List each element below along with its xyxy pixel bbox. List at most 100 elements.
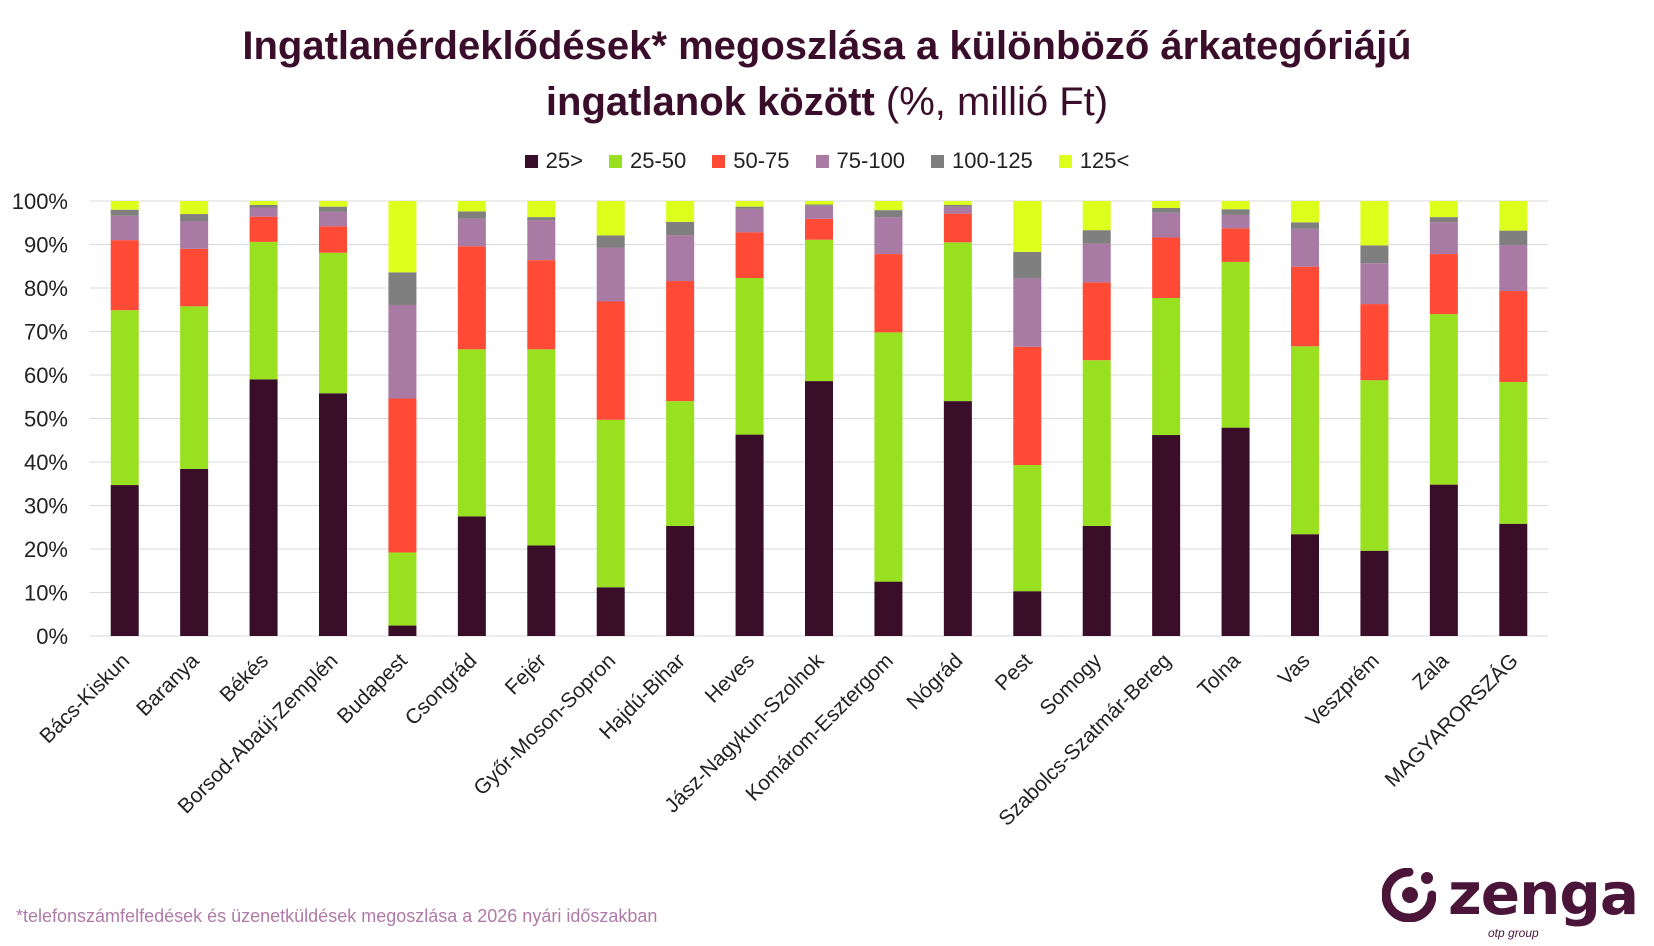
bar-segment	[457, 246, 486, 350]
bar-segment	[457, 218, 486, 247]
chart-title-line2-bold: ingatlanok között	[545, 80, 875, 124]
x-tick-label: Zala	[1408, 649, 1453, 694]
bar-segment	[1291, 534, 1319, 636]
bar-segment	[180, 214, 209, 222]
bar-segment	[1221, 261, 1250, 428]
x-tick-label: MAGYARORSZÁG	[1381, 649, 1523, 791]
bar-segment	[805, 201, 833, 205]
bar-segment	[1221, 427, 1250, 636]
bar-segment	[527, 349, 556, 546]
y-tick-label: 100%	[12, 189, 68, 214]
footnote: *telefonszámfelfedések és üzenetküldések…	[16, 906, 658, 926]
bar-segment	[1291, 346, 1319, 535]
bar-segment	[1429, 314, 1458, 485]
bar-segment	[457, 211, 486, 219]
chart-title: Ingatlanérdeklődések* megoszlása a külön…	[0, 18, 1654, 130]
bar-segment	[874, 254, 903, 333]
bar-segment	[1152, 207, 1181, 213]
bar-segment	[735, 206, 764, 209]
legend-swatch	[1058, 154, 1072, 168]
bar-segment	[388, 304, 417, 399]
x-tick-label: Somogy	[1036, 649, 1107, 720]
y-tick-label: 40%	[24, 450, 68, 475]
legend-swatch	[815, 154, 829, 168]
x-tick-label: Békés	[216, 649, 274, 707]
legend-label: 125<	[1079, 148, 1130, 173]
bar-segment	[319, 393, 347, 636]
bar-segment	[1499, 381, 1528, 524]
bar-segment	[1291, 266, 1319, 347]
bar-segment	[249, 201, 278, 205]
bar-segment	[1360, 263, 1389, 305]
bar-segment	[596, 201, 625, 236]
bar-segment	[1291, 222, 1319, 229]
zenga-logo-word: zenga	[1448, 860, 1639, 928]
bar-segment	[735, 434, 764, 636]
bar-segment	[180, 468, 209, 636]
legend-label: 75-100	[836, 148, 906, 173]
bar-segment	[110, 215, 139, 241]
bar-segment	[1360, 201, 1389, 246]
bar-segment	[735, 232, 764, 278]
bar-segment	[388, 625, 417, 636]
bar-segment	[1499, 201, 1528, 231]
y-tick-label: 90%	[24, 233, 68, 258]
legend-label: 25>	[545, 148, 583, 173]
bar-segment	[1499, 523, 1528, 636]
bar-segment	[1013, 201, 1042, 252]
x-tick-label: Pest	[991, 649, 1037, 695]
bar-segment	[388, 201, 417, 273]
chart-title-line1: Ingatlanérdeklődések* megoszlása a külön…	[242, 24, 1412, 68]
y-tick-label: 10%	[24, 581, 68, 606]
y-tick-label: 70%	[24, 320, 68, 345]
bar-segment	[874, 210, 903, 218]
bar-segment	[1013, 278, 1042, 347]
bar-segment	[1082, 282, 1111, 361]
legend-item: 75-100	[815, 148, 906, 174]
bar-segment	[874, 581, 903, 636]
zenga-logo-mark-icon	[1382, 868, 1436, 922]
bar-segment	[596, 419, 625, 588]
bar-segment	[666, 525, 695, 636]
bar-segment	[249, 204, 278, 208]
bar-segment	[319, 226, 347, 253]
bar-segment	[805, 204, 833, 206]
bar-segment	[180, 306, 209, 469]
bar-segment	[319, 211, 347, 227]
bar-segment	[110, 201, 139, 210]
bar-segment	[666, 281, 695, 402]
bar-segment	[596, 301, 625, 420]
bar-segment	[943, 401, 972, 636]
bar-segment	[805, 218, 833, 240]
y-tick-label: 80%	[24, 276, 68, 301]
bar-segment	[805, 205, 833, 219]
legend-item: 25-50	[608, 148, 686, 174]
bar-segment	[180, 248, 209, 307]
bar-segment	[1013, 346, 1042, 466]
bar-segment	[666, 221, 695, 236]
legend-label: 100-125	[952, 148, 1033, 173]
bar-segment	[666, 401, 695, 526]
x-tick-label: Csongrád	[401, 649, 482, 730]
bar-segment	[1499, 230, 1528, 245]
bar-segment	[1221, 228, 1250, 262]
zenga-logo: zenga otp group	[1380, 860, 1640, 940]
bar-segment	[1360, 380, 1389, 551]
x-tick-label: Heves	[701, 649, 759, 707]
bar-segment	[1082, 230, 1111, 244]
bar-segment	[1360, 304, 1389, 381]
bar-segment	[110, 310, 139, 486]
bar-segment	[666, 201, 695, 222]
legend-swatch	[608, 154, 622, 168]
bar-segment	[457, 201, 486, 212]
bar-segment	[1429, 217, 1458, 223]
bar-segment	[943, 201, 972, 205]
y-tick-label: 60%	[24, 363, 68, 388]
bar-segment	[596, 235, 625, 248]
bar-segment	[319, 206, 347, 212]
bar-segment	[527, 201, 556, 218]
x-tick-label: Fejér	[501, 649, 551, 699]
bar-segment	[943, 206, 972, 214]
bar-segment	[110, 485, 139, 636]
